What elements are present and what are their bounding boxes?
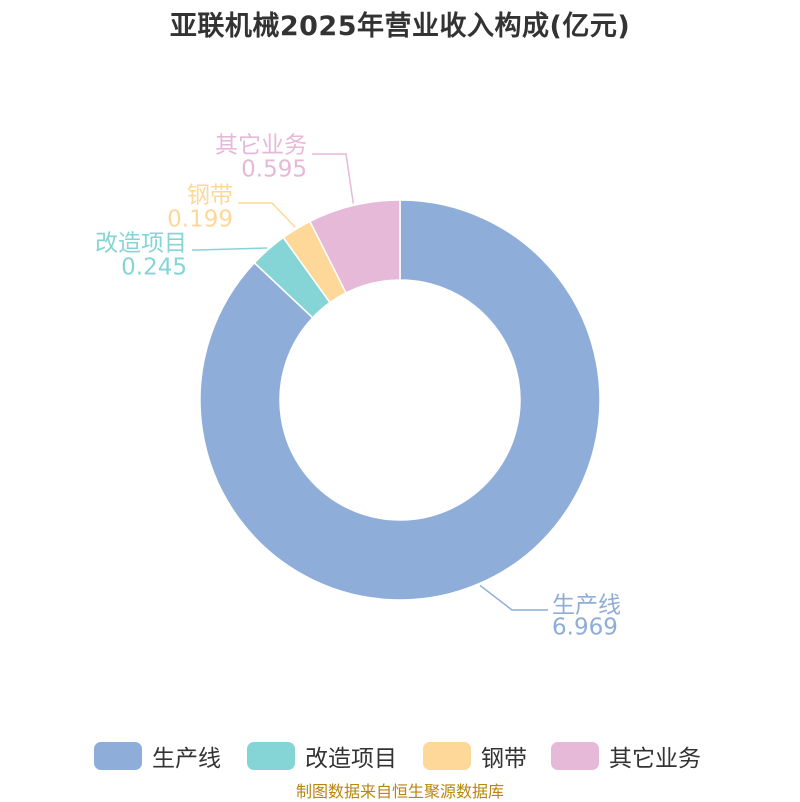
slice-value-2: 0.199 xyxy=(167,207,233,233)
legend-label-0: 生产线 xyxy=(152,746,221,772)
legend-label-2: 钢带 xyxy=(481,746,527,772)
legend-swatch-3 xyxy=(551,742,599,770)
slice-value-0: 6.969 xyxy=(552,615,618,641)
leader-line-2 xyxy=(238,202,296,228)
leader-line-3 xyxy=(312,153,355,204)
legend-item-3[interactable]: 其它业务 xyxy=(551,736,701,776)
slice-label-0: 生产线 xyxy=(552,593,621,619)
slice-label-3: 其它业务 xyxy=(215,133,307,159)
legend-item-0[interactable]: 生产线 xyxy=(94,736,221,776)
legend-swatch-2 xyxy=(423,742,471,770)
legend-item-1[interactable]: 改造项目 xyxy=(247,736,397,776)
legend-swatch-1 xyxy=(247,742,295,770)
slice-label-2: 钢带 xyxy=(187,183,233,209)
chart-title: 亚联机械2025年营业收入构成(亿元) xyxy=(169,11,631,42)
slice-label-1: 改造项目 xyxy=(95,231,187,257)
legend-label-3: 其它业务 xyxy=(609,746,701,772)
legend: 生产线 改造项目 钢带 其它业务 xyxy=(0,736,800,776)
donut-slice-3[interactable] xyxy=(308,199,401,294)
legend-swatch-0 xyxy=(94,742,142,770)
leader-line-1 xyxy=(192,247,267,251)
legend-label-1: 改造项目 xyxy=(305,746,397,772)
slice-value-3: 0.595 xyxy=(241,157,307,183)
slice-value-1: 0.245 xyxy=(121,255,187,281)
leader-line-0 xyxy=(479,584,548,611)
source-note: 制图数据来自恒生聚源数据库 xyxy=(295,782,504,801)
donut-slice-0[interactable] xyxy=(199,199,601,601)
legend-item-2[interactable]: 钢带 xyxy=(423,736,527,776)
